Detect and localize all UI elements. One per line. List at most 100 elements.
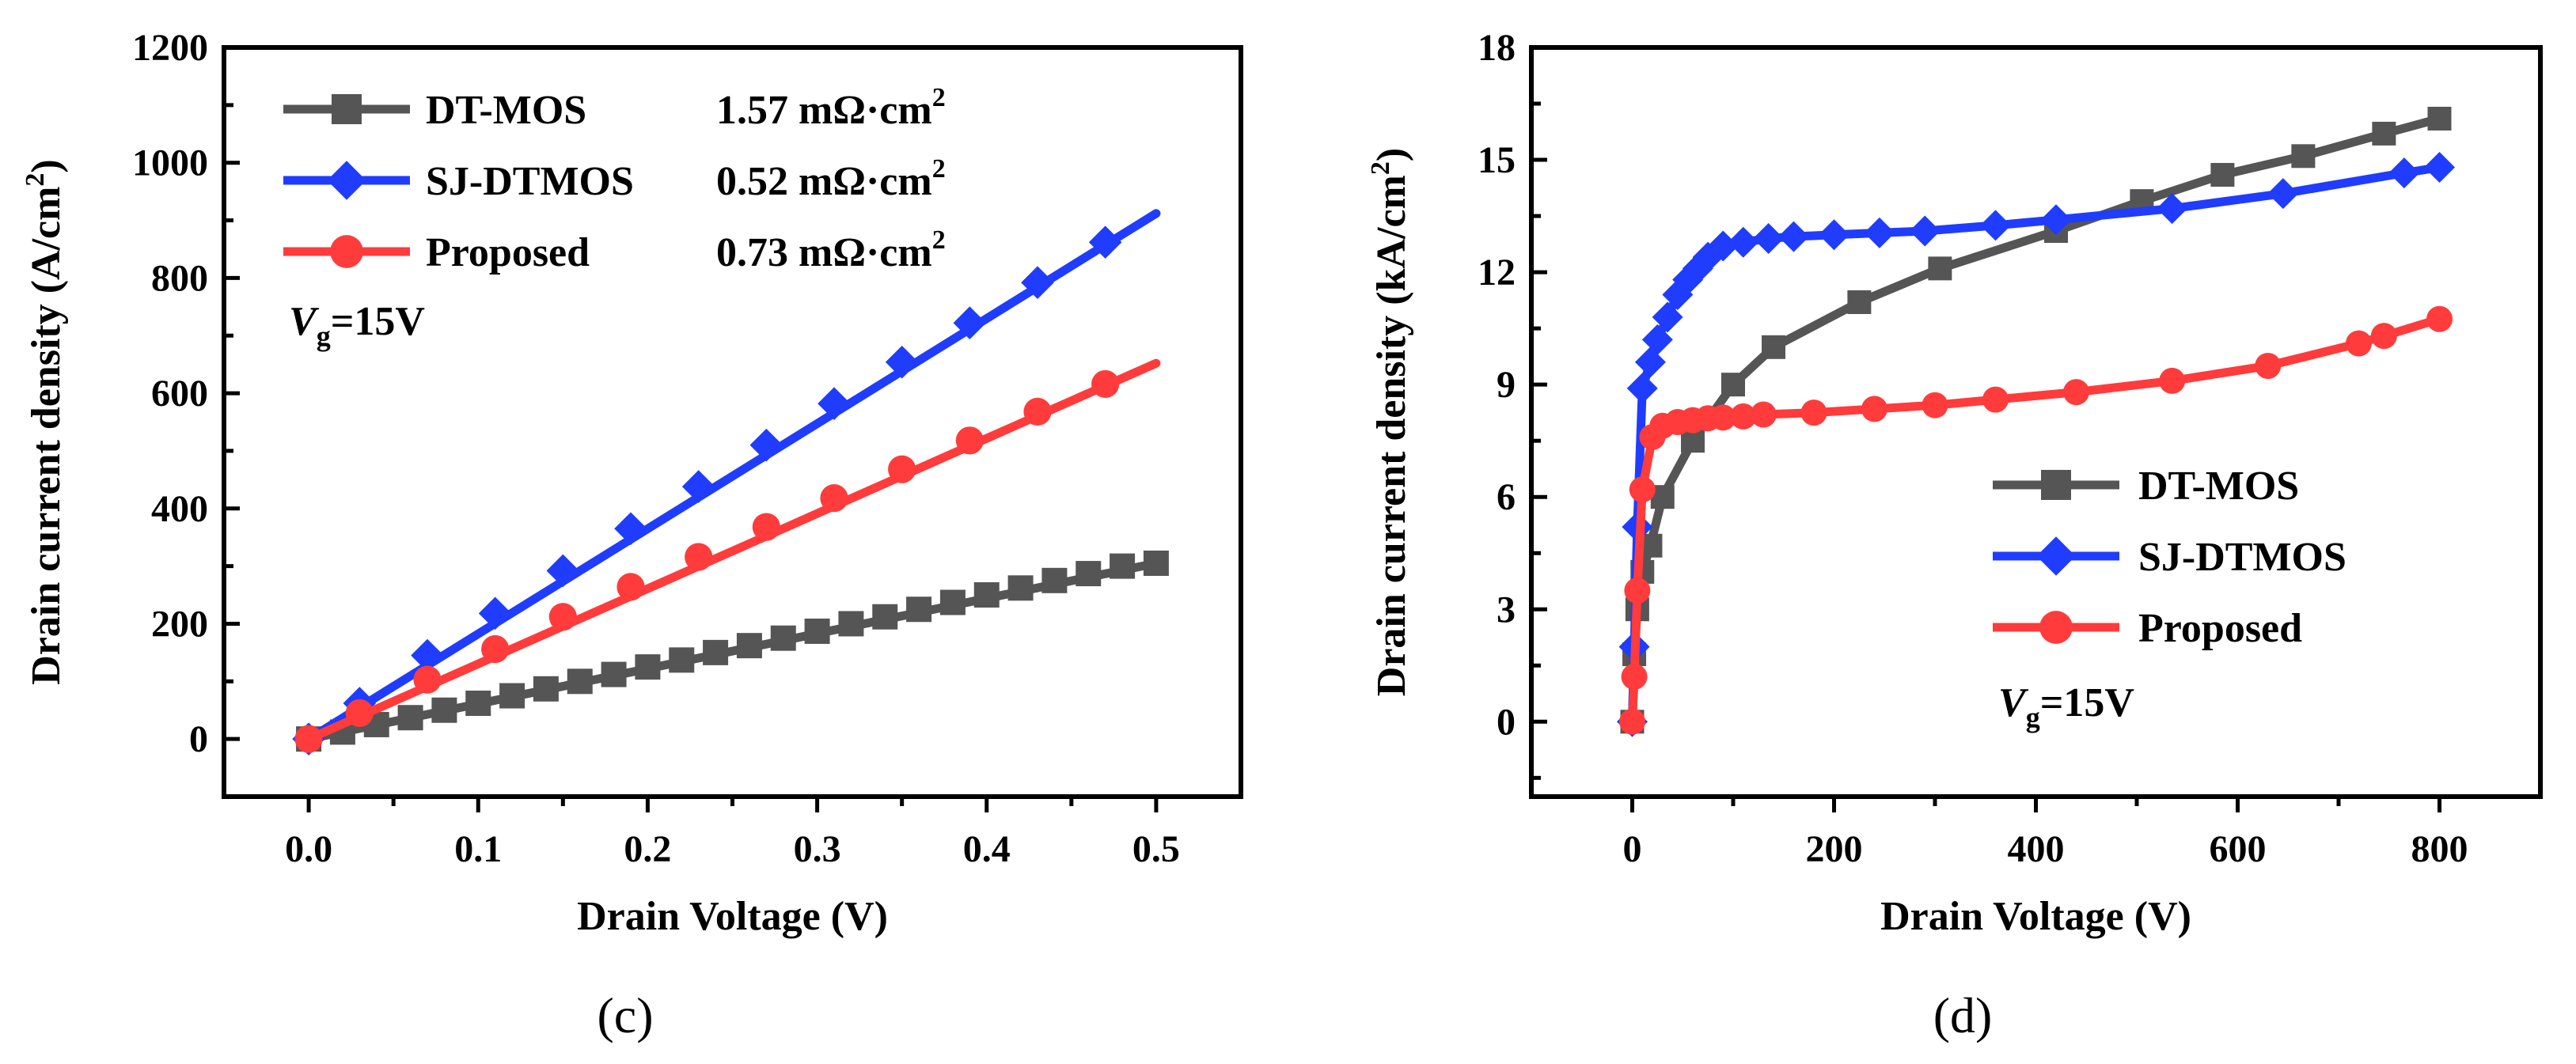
annotation-subscript: g [317, 320, 331, 352]
annotation-value: =15V [2040, 680, 2134, 725]
data-point [1762, 335, 1785, 359]
annotation-symbol: V [1998, 680, 2029, 725]
data-point [818, 387, 851, 420]
data-point [888, 455, 916, 483]
data-point [1626, 373, 1658, 404]
x-tick-label: 800 [2411, 828, 2468, 870]
data-point [1629, 476, 1656, 503]
data-point [431, 697, 457, 723]
y-tick-label: 6 [1497, 476, 1516, 518]
y-axis-label-end: ) [24, 159, 69, 172]
x-tick-label: 0.3 [794, 828, 841, 870]
annotation-value: =15V [331, 299, 425, 344]
y-axis-label-main: Drain current density (kA/cm [1369, 175, 1414, 696]
data-point [1721, 373, 1745, 397]
legend-resistance: 1.57 mΩ·cm2 [716, 83, 946, 133]
data-point [1861, 396, 1887, 422]
x-tick-label: 400 [2008, 828, 2065, 870]
data-point [752, 513, 780, 541]
data-point [973, 582, 1000, 608]
data-point [2427, 106, 2452, 131]
data-point [2426, 305, 2453, 332]
y-tick-label: 600 [151, 373, 208, 415]
data-point [749, 428, 783, 462]
gate-voltage-annotation: Vg=15V [289, 299, 425, 352]
data-point [1707, 230, 1739, 262]
y-tick-label: 200 [151, 603, 208, 645]
data-point [1750, 401, 1777, 428]
data-point [1909, 215, 1941, 247]
y-axis-label-superscript: 2 [1366, 161, 1395, 175]
data-point [499, 683, 525, 709]
data-point [1709, 404, 1736, 431]
data-point [1819, 219, 1849, 251]
resistance-superscript: 2 [932, 154, 946, 184]
data-point [2388, 157, 2420, 189]
series-line [304, 358, 1161, 744]
data-point [669, 647, 695, 673]
chart-panel-d: 0 3 6 9 12 15 18 0 200 400 600 800 Drain Voltage (V)… [1366, 27, 2543, 1043]
data-point [413, 665, 442, 694]
y-axis-label-end: ) [1369, 148, 1414, 161]
data-point [567, 668, 593, 695]
data-point [294, 725, 323, 753]
y-tick-label: 0 [189, 718, 208, 760]
data-point [1928, 256, 1952, 281]
data-point [1007, 575, 1034, 601]
y-axis-label: Drain current density (kA/cm2) [1366, 148, 1414, 696]
annotation-symbol: V [289, 299, 320, 344]
data-point [1091, 369, 1120, 399]
data-point [703, 639, 729, 665]
resistance-superscript: 2 [932, 83, 946, 112]
gate-voltage-annotation: Vg=15V [1998, 680, 2134, 733]
data-point [2157, 193, 2188, 225]
data-point [2291, 144, 2316, 168]
data-point [770, 625, 796, 651]
data-point [838, 611, 864, 637]
y-tick-label: 800 [151, 257, 208, 299]
legend-marker [327, 161, 366, 200]
legend-resistance: 0.73 mΩ·cm2 [716, 225, 946, 275]
data-point [681, 470, 715, 503]
data-point [736, 633, 762, 659]
data-point [1847, 290, 1872, 314]
legend-resistance: 0.52 mΩ·cm2 [716, 154, 946, 204]
data-point [1621, 663, 1648, 690]
legend-label: SJ-DTMOS [426, 159, 634, 204]
y-tick-label: 9 [1497, 364, 1516, 406]
data-point [601, 661, 627, 687]
data-point [1619, 708, 1645, 735]
series-line [304, 209, 1161, 744]
chart-panel-c: 0 200 400 600 800 1000 1200 0.0 0.1 0.2 0.3 0.4 0.5 D… [21, 27, 1243, 1043]
annotation-subscript: g [2026, 702, 2040, 733]
data-point [1076, 561, 1102, 587]
data-point [1778, 221, 1809, 252]
data-point [1730, 403, 1757, 430]
data-point [1088, 225, 1122, 259]
data-point [953, 306, 987, 340]
y-axis-label: Drain current density (A/cm2) [21, 159, 69, 685]
data-point [614, 512, 647, 546]
x-tick-label: 600 [2210, 828, 2267, 870]
data-point [1110, 553, 1136, 579]
data-point [465, 690, 491, 716]
y-tick-label: 15 [1478, 139, 1516, 181]
data-point [2346, 330, 2372, 357]
x-tick-label: 0.1 [454, 828, 502, 870]
data-point [2040, 204, 2072, 236]
resistance-value: 1.57 mΩ·cm [716, 88, 932, 133]
x-tick-label: 200 [1806, 828, 1863, 870]
data-point [1728, 226, 1759, 258]
data-point [411, 638, 444, 672]
series-dt-mos [296, 550, 1169, 752]
data-point [2267, 178, 2299, 210]
y-axis-label-main: Drain current density (A/cm [24, 187, 69, 685]
legend-marker [330, 235, 363, 268]
series-sj-dtmos [292, 209, 1161, 755]
x-axis-label: Drain Voltage (V) [1880, 894, 2191, 939]
data-point [872, 604, 898, 630]
data-point [1023, 397, 1052, 426]
data-point [1641, 324, 1673, 355]
